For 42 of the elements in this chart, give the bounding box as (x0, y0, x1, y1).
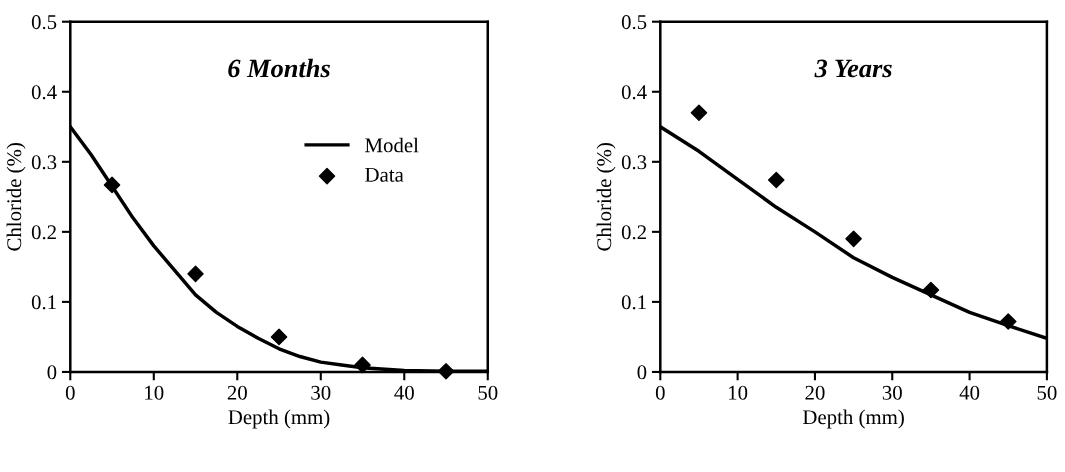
y-tick-label: 0.2 (31, 225, 56, 240)
x-tick-label: 40 (394, 385, 414, 400)
x-tick-label: 0 (655, 385, 665, 400)
point (922, 281, 940, 299)
legend-label: Model (365, 137, 419, 153)
y-tick-label: 0 (47, 365, 57, 380)
text: 6 Months (228, 58, 330, 78)
point (354, 356, 371, 374)
legend-label: Data (365, 167, 404, 182)
x-tick-label: 50 (478, 385, 498, 400)
y-tick-label: 0.4 (621, 85, 647, 100)
point (103, 176, 121, 194)
y-tick-label: 0.5 (621, 15, 647, 30)
y-tick-label: 0 (637, 365, 647, 380)
y-tick-label: 0.4 (31, 85, 57, 100)
x-tick-label: 30 (882, 385, 902, 400)
y-tick-label: 0.5 (31, 15, 57, 30)
point (999, 313, 1017, 330)
y-tick-label: 0.1 (621, 295, 646, 310)
y-tick-label: 0.1 (31, 295, 56, 310)
point (270, 328, 288, 346)
point (767, 171, 785, 189)
text: 3 Years (814, 59, 892, 78)
point (690, 104, 708, 122)
x-tick-label: 10 (145, 385, 164, 400)
x-tick-label: 10 (729, 385, 748, 400)
x-tick-label: 0 (65, 385, 75, 400)
x-tick-label: 40 (959, 385, 980, 400)
point (845, 230, 862, 248)
x-tick-label: 30 (311, 385, 331, 400)
y-tick-label: 0.2 (621, 225, 646, 240)
point (187, 265, 204, 283)
x-tick-label: 20 (227, 385, 247, 400)
y-tick-label: 0.3 (31, 155, 57, 170)
x-axis-title: Depth (mm) (228, 409, 330, 429)
y-axis-title: Chloride (%) (596, 143, 616, 251)
y-tick-label: 0.3 (621, 155, 647, 170)
x-tick-label: 50 (1037, 385, 1057, 400)
x-axis-title: Depth (mm) (802, 409, 904, 429)
y-axis-title: Chloride (%) (6, 143, 26, 251)
x-tick-label: 20 (805, 385, 825, 400)
point (437, 362, 455, 380)
